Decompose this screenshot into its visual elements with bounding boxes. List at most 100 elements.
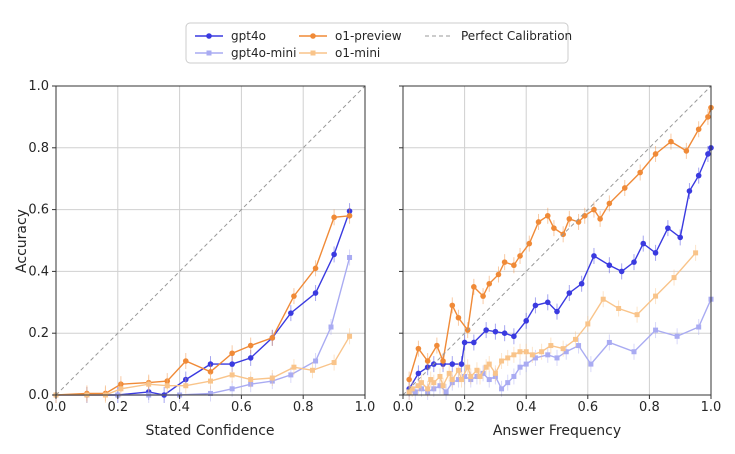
right-point-gpt4o-mini [449,380,455,386]
legend-label-gpt4o: gpt4o [231,29,266,43]
right-point-gpt4o-mini [517,364,523,370]
right-axes-frame [402,85,712,396]
right-point-gpt4o-mini [443,389,449,395]
right-point-o1-preview [434,342,440,349]
left-point-gpt4o-mini [347,254,353,260]
right-point-o1-preview [581,212,588,219]
left-series [53,85,366,403]
right-point-gpt4o [501,330,508,337]
left-point-o1-mini [331,360,337,366]
right-point-gpt4o [695,172,702,179]
left-point-gpt4o-mini [328,324,334,330]
right-point-o1-mini [431,380,437,386]
legend-swatch-marker-gpt4o-mini [206,50,212,56]
left-point-gpt4o-mini [229,386,235,392]
right-point-o1-preview [705,114,711,120]
left-x-tick-label: 1.0 [355,400,376,415]
right-point-o1-mini [539,349,545,355]
right-point-o1-mini [634,312,640,318]
legend-swatch-marker-o1-mini [310,50,316,56]
right-point-gpt4o [618,268,625,275]
right-point-o1-mini [437,373,443,379]
left-point-gpt4o-mini [288,372,294,378]
left-point-o1-preview [247,342,254,349]
left-point-o1-mini [291,364,297,370]
legend-label-o1-mini: o1-mini [335,46,380,60]
right-point-o1-mini [465,364,471,370]
right-point-gpt4o-mini [492,373,498,379]
right-point-gpt4o-mini [486,377,492,383]
right-point-gpt4o-mini [431,386,437,392]
right-point-gpt4o [578,280,585,287]
right-point-o1-preview [486,280,493,287]
left-point-o1-mini [269,375,275,381]
right-point-o1-preview [526,240,533,247]
left-x-tick-label: 0.6 [231,400,252,415]
left-point-gpt4o-mini [248,381,254,387]
left-point-gpt4o [312,290,319,296]
right-point-o1-mini [425,386,431,392]
right-point-o1-preview [415,345,422,352]
right-point-o1-mini [418,380,424,386]
right-point-gpt4o [544,299,551,306]
right-point-gpt4o [483,327,489,333]
legend-item-gpt4o: gpt4o [195,29,266,43]
left-point-o1-mini [118,386,124,392]
left-point-o1-mini [208,378,213,384]
right-point-gpt4o-mini [462,373,468,379]
right-point-o1-preview [471,284,477,290]
right-point-gpt4o [554,308,560,315]
right-point-gpt4o [523,318,529,324]
right-point-o1-preview [495,271,502,278]
left-point-gpt4o-mini [269,378,275,384]
right-point-o1-preview [501,259,508,265]
right-point-gpt4o-mini [606,339,612,345]
right-point-o1-preview [597,216,603,222]
left-point-o1-mini [347,333,353,339]
legend-item-perfect-calibration: Perfect Calibration [425,29,572,43]
right-point-gpt4o [566,290,573,296]
right-point-gpt4o [652,250,659,256]
right-point-o1-preview [455,314,462,321]
right-point-o1-mini [415,383,421,389]
right-x-tick-label: 0.0 [393,400,414,415]
left-point-gpt4o-mini [208,390,213,396]
right-point-gpt4o-mini [588,361,594,367]
right-point-o1-mini [517,349,523,355]
right-point-o1-preview [606,200,613,207]
left-point-gpt4o [207,361,214,367]
right-point-gpt4o [471,339,477,346]
legend-label-o1-preview: o1-preview [335,29,402,43]
right-point-gpt4o-mini [499,386,505,392]
left-x-tick-label: 0.4 [169,400,190,415]
right-point-o1-preview [480,293,486,299]
right-point-o1-mini [499,358,505,364]
left-y-axis-label: Accuracy [14,209,30,273]
left-point-gpt4o [182,376,189,383]
right-point-gpt4o-mini [480,370,486,376]
right-point-gpt4o-mini [505,380,511,386]
right-point-o1-mini [693,250,699,256]
right-point-gpt4o [631,259,637,265]
right-point-o1-mini [477,373,483,379]
left-point-gpt4o [229,361,235,367]
right-point-o1-mini [446,370,452,376]
legend-frame [185,22,569,64]
right-point-o1-mini [483,364,489,370]
right-point-o1-preview [424,358,431,364]
right-point-gpt4o [449,361,456,367]
right-point-o1-mini [600,296,606,302]
right-point-o1-preview [544,212,551,219]
right-point-o1-mini [406,389,412,395]
right-point-o1-preview [683,148,690,154]
left-point-gpt4o [247,355,254,361]
right-point-gpt4o [532,302,539,309]
right-x-tick-label: 0.4 [516,400,537,415]
right-point-o1-mini [409,386,415,392]
right-point-o1-mini [523,349,529,355]
right-point-gpt4o [511,333,517,340]
right-point-o1-preview [652,151,659,157]
right-point-o1-preview [566,216,573,222]
right-point-gpt4o [705,151,711,157]
